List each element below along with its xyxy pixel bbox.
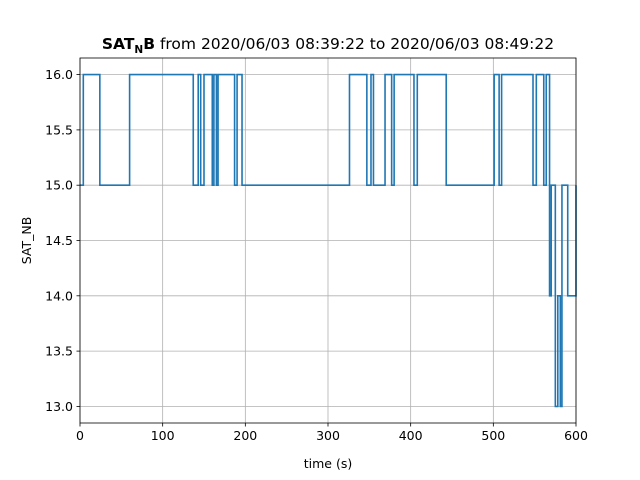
- x-tick-label: 400: [399, 428, 423, 443]
- y-tick-label: 13.0: [45, 399, 73, 414]
- x-tick-label: 0: [76, 428, 84, 443]
- y-axis-label: SAT_NB: [19, 217, 34, 265]
- title-var-end: B: [143, 35, 155, 53]
- x-axis-label: time (s): [304, 456, 352, 471]
- chart-title: SATNB from 2020/06/03 08:39:22 to 2020/0…: [102, 35, 554, 56]
- plot-frame: [79, 57, 577, 424]
- x-tick-label: 500: [481, 428, 505, 443]
- series-line: [80, 73, 577, 408]
- title-var-sub: N: [134, 44, 143, 56]
- y-tick-label: 15.0: [45, 178, 73, 193]
- series-layer: [80, 73, 577, 408]
- y-tick-label: 13.5: [45, 344, 73, 359]
- y-tick-label: 16.0: [45, 67, 73, 82]
- axis-ticks: 0 100 200 300 400 500 600 13.0 13.5 14.0 14.5 15.0 1…: [45, 67, 588, 443]
- x-tick-label: 600: [564, 428, 588, 443]
- y-tick-label: 14.0: [45, 288, 73, 303]
- title-date-range: from 2020/06/03 08:39:22 to 2020/06/03 0…: [155, 35, 554, 53]
- x-tick-label: 100: [151, 428, 175, 443]
- title-var-main: SAT: [102, 35, 135, 53]
- grid-lines: [79, 58, 577, 423]
- y-tick-label: 14.5: [45, 233, 73, 248]
- y-tick-label: 15.5: [45, 122, 73, 137]
- x-tick-label: 300: [316, 428, 340, 443]
- x-tick-label: 200: [233, 428, 257, 443]
